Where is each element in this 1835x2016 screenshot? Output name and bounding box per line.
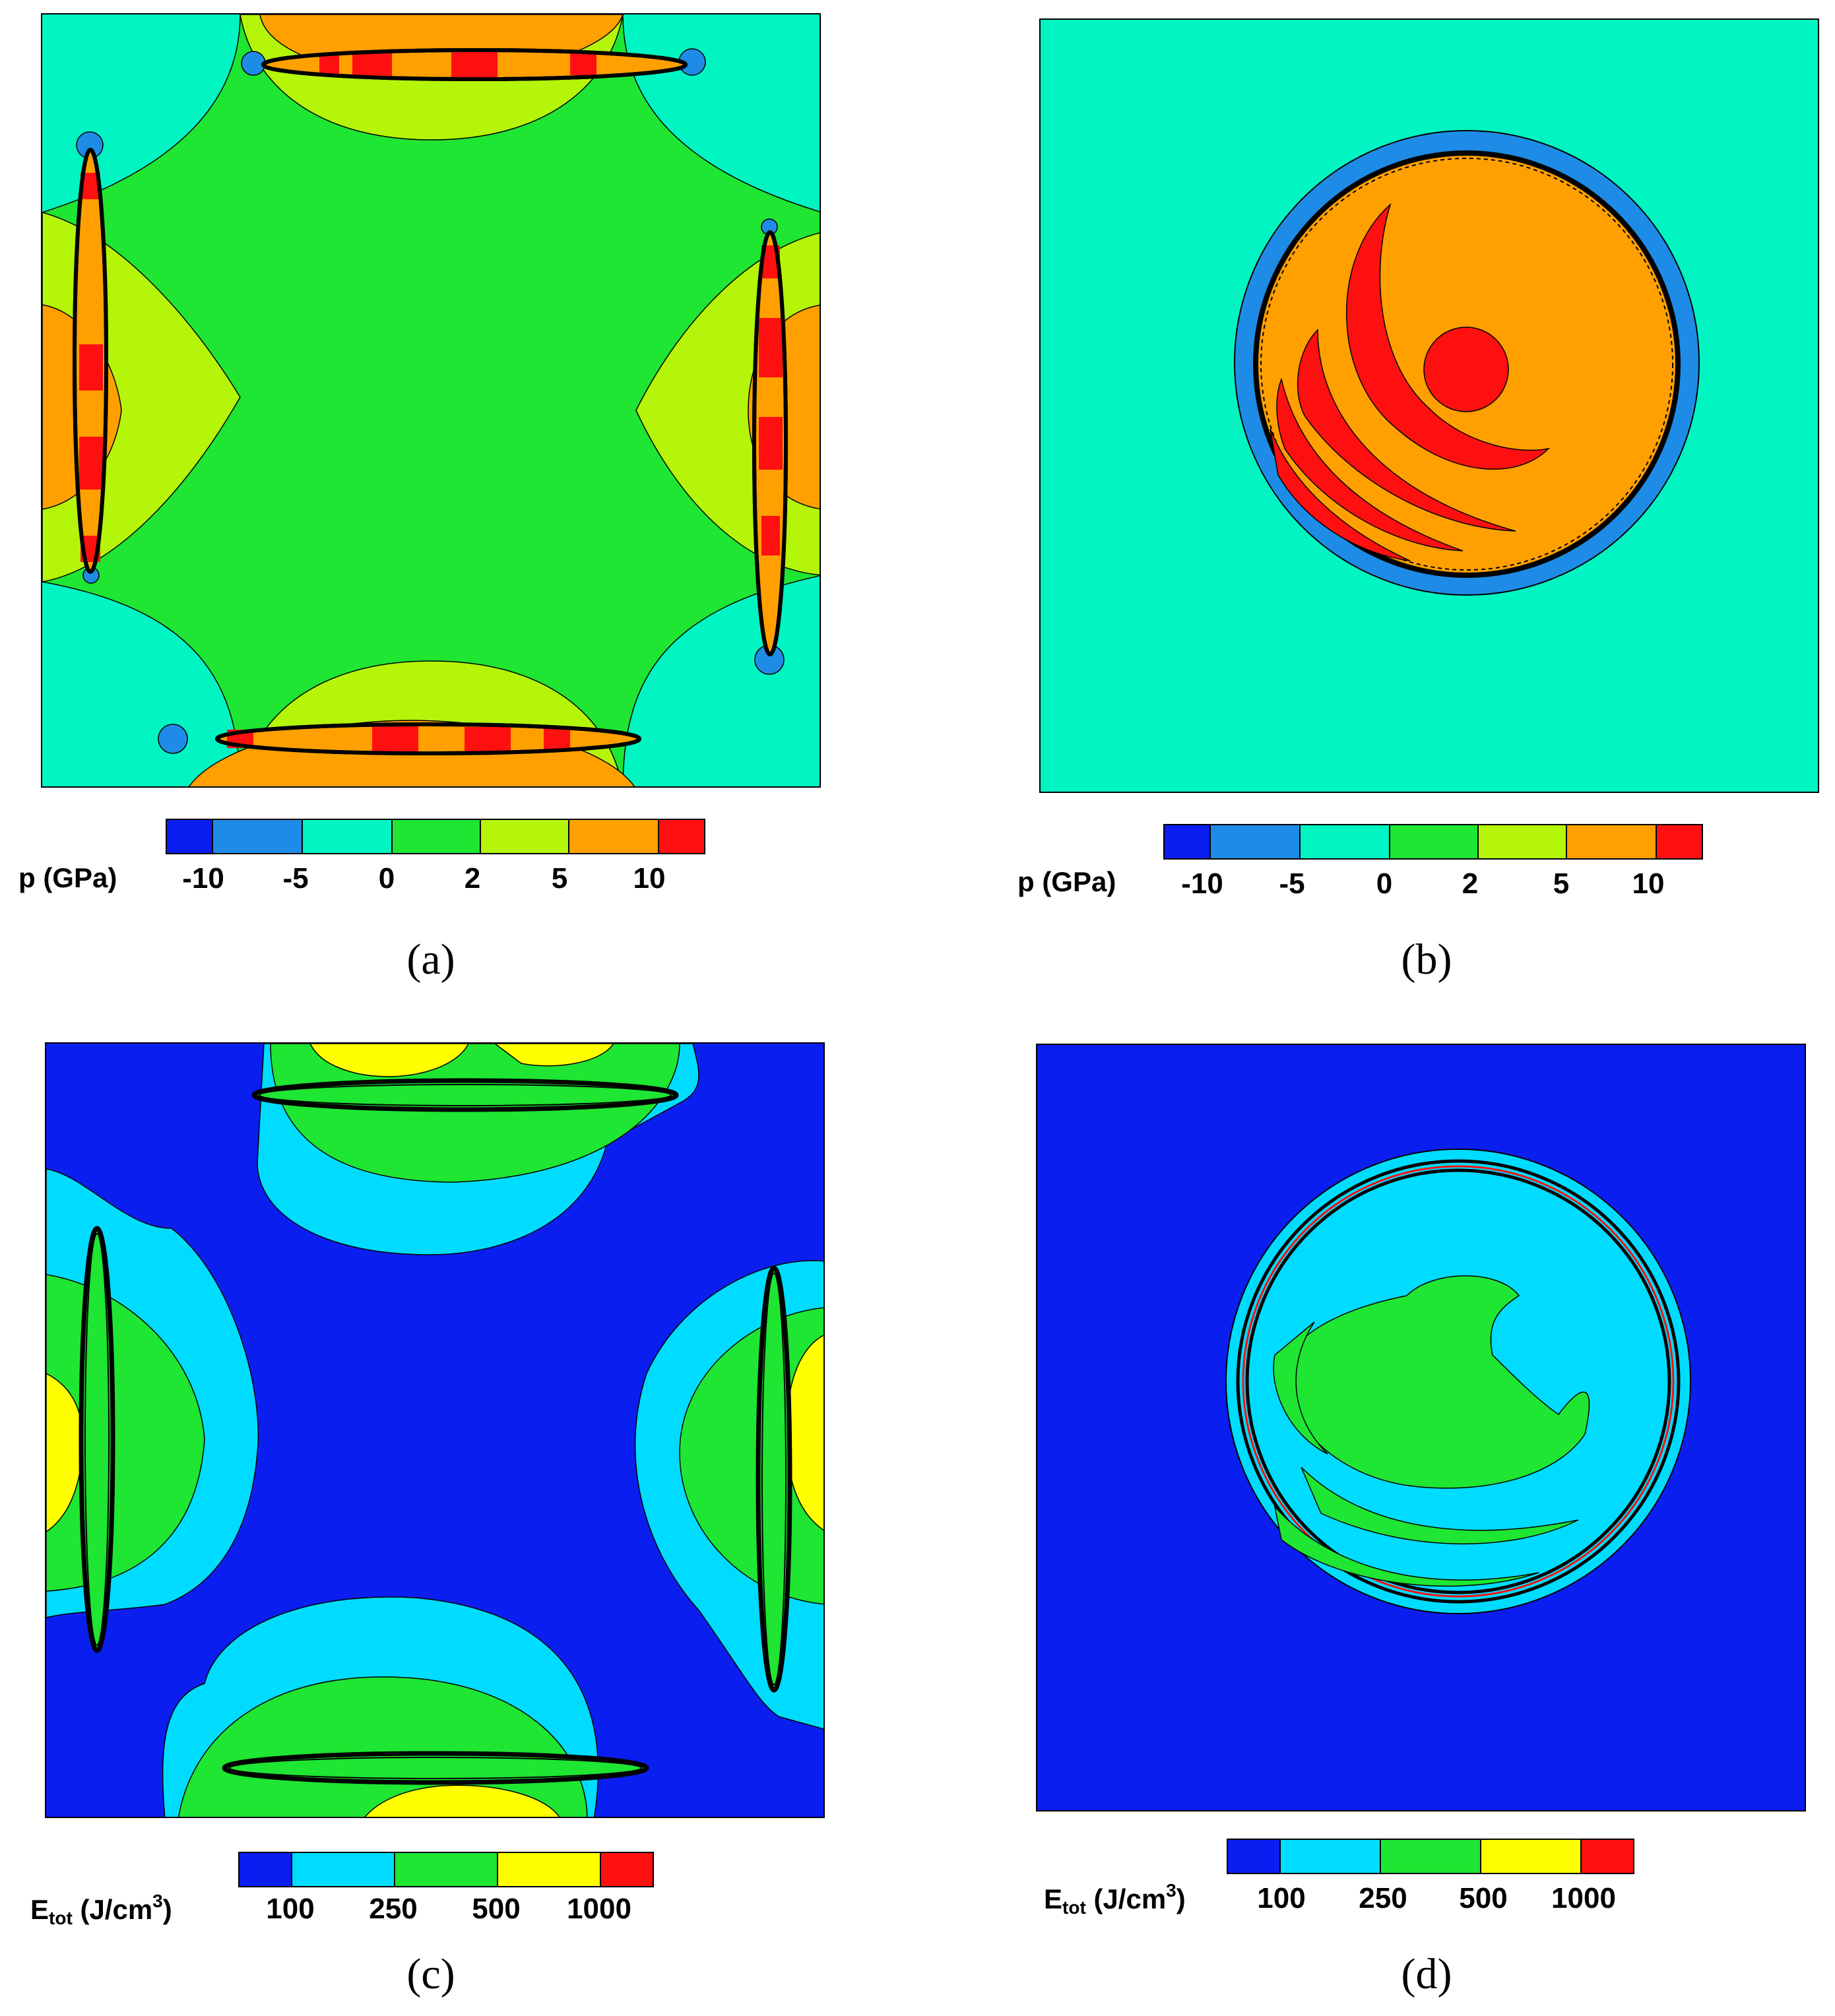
tick-label-a-2: 0 (378, 862, 395, 895)
caption-a: (a) (406, 935, 455, 984)
tick-label-a-1: -5 (282, 862, 309, 895)
caption-d: (d) (1401, 1950, 1452, 1998)
colorbar-b-title: p (GPa) (1017, 866, 1116, 897)
cb-b-segment-4 (1477, 824, 1567, 860)
tick-label-a-4: 5 (551, 862, 568, 895)
tick-label-c-0: 100 (266, 1893, 315, 1925)
colorbar-c (238, 1852, 654, 1887)
colorbar-d-title: Etot (J/cm3) (1044, 1880, 1186, 1918)
cb-b-segment-2 (1299, 824, 1390, 860)
tick-label-a-3: 2 (464, 862, 481, 895)
tick-label-d-2: 500 (1459, 1882, 1508, 1914)
cb-c-segment-0 (238, 1852, 292, 1887)
cb-b-segment-0 (1163, 824, 1211, 860)
tick-label-d-1: 250 (1359, 1882, 1407, 1914)
cb-d-segment-1 (1279, 1839, 1381, 1874)
tick-label-b-0: -10 (1181, 867, 1223, 900)
cb-c-segment-3 (497, 1852, 601, 1887)
colorbar-b (1163, 824, 1703, 860)
tick-label-b-3: 2 (1462, 867, 1479, 900)
cb-a-segment-5 (568, 819, 659, 854)
caption-b: (b) (1401, 935, 1452, 984)
contour-map-d (1037, 1045, 1805, 1810)
tick-label-b-5: 10 (1632, 867, 1665, 900)
cb-d-segment-3 (1480, 1839, 1582, 1874)
cb-b-segment-6 (1656, 824, 1703, 860)
tick-label-b-1: -5 (1279, 867, 1305, 900)
contour-map-c (46, 1044, 823, 1817)
tick-label-c-1: 250 (369, 1893, 418, 1925)
caption-c: (c) (406, 1950, 455, 1998)
plot-a (41, 13, 821, 788)
cb-a-segment-1 (212, 819, 303, 854)
plot-c (45, 1042, 825, 1818)
tick-label-b-2: 0 (1376, 867, 1393, 900)
cb-c-segment-1 (291, 1852, 395, 1887)
cb-a-segment-3 (391, 819, 481, 854)
tick-label-d-0: 100 (1257, 1882, 1306, 1914)
tick-label-a-0: -10 (182, 862, 224, 895)
tick-label-b-4: 5 (1553, 867, 1570, 900)
cb-b-segment-5 (1566, 824, 1657, 860)
cb-a-segment-0 (166, 819, 213, 854)
colorbar-a-title: p (GPa) (18, 862, 117, 893)
cb-c-segment-2 (394, 1852, 498, 1887)
colorbar-c-title: Etot (J/cm3) (30, 1891, 172, 1928)
cb-d-segment-4 (1580, 1839, 1634, 1874)
tick-label-d-3: 1000 (1551, 1882, 1616, 1914)
plot-b (1039, 18, 1819, 793)
cb-a-segment-2 (302, 819, 393, 854)
cb-c-segment-4 (600, 1852, 654, 1887)
cb-a-segment-6 (658, 819, 705, 854)
colorbar-d (1227, 1839, 1634, 1874)
cb-d-segment-2 (1380, 1839, 1481, 1874)
cb-b-segment-1 (1209, 824, 1301, 860)
contour-map-a (42, 15, 820, 786)
tick-label-c-2: 500 (472, 1893, 521, 1925)
tick-label-c-3: 1000 (567, 1893, 631, 1925)
contour-map-b (1041, 20, 1818, 792)
tick-label-a-5: 10 (633, 862, 666, 895)
cb-b-segment-3 (1389, 824, 1479, 860)
cb-d-segment-0 (1227, 1839, 1281, 1874)
plot-d (1036, 1044, 1806, 1811)
colorbar-a (166, 819, 705, 854)
cb-a-segment-4 (480, 819, 569, 854)
